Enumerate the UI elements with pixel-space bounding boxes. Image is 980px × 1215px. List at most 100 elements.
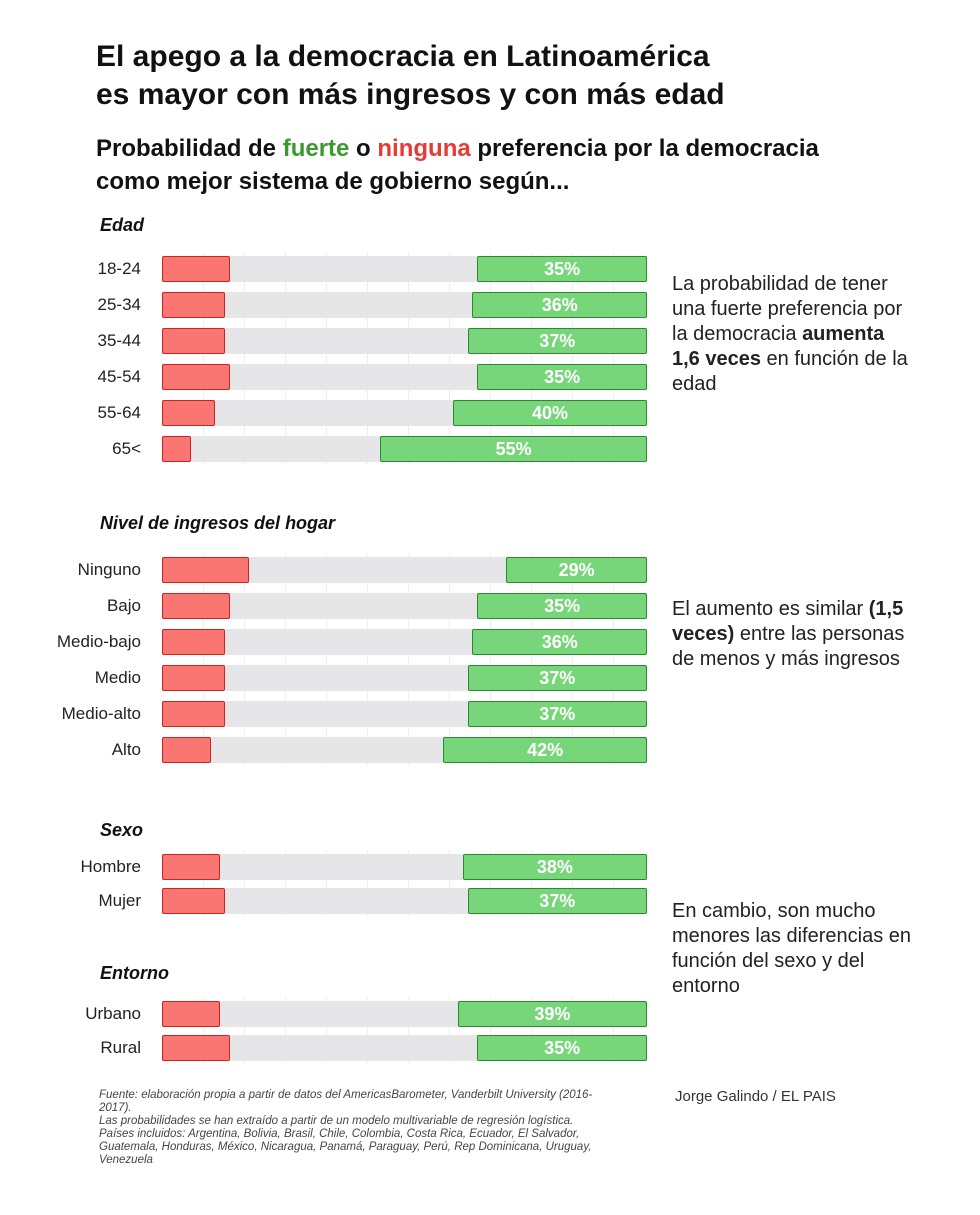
gridline	[531, 252, 532, 464]
category-label: Ninguno	[77, 560, 141, 579]
countries-line: Países incluidos: Argentina, Bolivia, Br…	[99, 1128, 592, 1166]
gridline	[572, 850, 573, 916]
gridline	[572, 553, 573, 765]
gridline	[244, 553, 245, 765]
bar-track: 55%	[162, 436, 647, 462]
category-label: Bajo	[106, 596, 141, 615]
method-line: Las probabilidades se han extraído a par…	[99, 1115, 574, 1127]
bar-track: 35%	[162, 256, 647, 282]
gridline	[367, 252, 368, 464]
bar-strong: 37%	[467, 888, 647, 914]
bar-track: 37%	[162, 328, 647, 354]
bar-track: 38%	[162, 854, 647, 880]
bar-track: 37%	[162, 888, 647, 914]
gridline	[244, 997, 245, 1063]
gridline	[531, 553, 532, 765]
bar-track: 40%	[162, 400, 647, 426]
credit: Jorge Galindo / EL PAIS	[675, 1088, 836, 1105]
bar-strong: 40%	[453, 400, 647, 426]
bar-none	[162, 557, 250, 583]
gridline	[408, 252, 409, 464]
gridline	[244, 252, 245, 464]
gridline	[326, 850, 327, 916]
category-label: Rural	[100, 1038, 141, 1057]
gridline	[285, 850, 286, 916]
gridline	[203, 252, 204, 464]
category-label: Medio-bajo	[56, 632, 141, 651]
gridline	[367, 553, 368, 765]
chart-title: El apego a la democracia en Latinoaméric…	[96, 38, 725, 114]
bar-none	[162, 328, 226, 354]
bar-track: 37%	[162, 701, 647, 727]
gridline	[285, 252, 286, 464]
gridline	[408, 850, 409, 916]
bar-none	[162, 364, 230, 390]
subtitle-text: preferencia por la democracia	[470, 135, 819, 162]
bar-none	[162, 854, 221, 880]
bar-none	[162, 593, 230, 619]
gridline	[203, 997, 204, 1063]
bar-none	[162, 256, 230, 282]
bar-none	[162, 737, 211, 763]
gridline	[449, 553, 450, 765]
gridline	[613, 252, 614, 464]
bar-track: 42%	[162, 737, 647, 763]
bar-strong: 37%	[467, 701, 647, 727]
bar-strong: 29%	[506, 557, 647, 583]
bar-track: 35%	[162, 1035, 647, 1061]
bar-none	[162, 629, 226, 655]
bar-strong: 36%	[472, 292, 647, 318]
gridline	[490, 252, 491, 464]
chart-subtitle: Probabilidad de fuerte o ninguna prefere…	[96, 132, 819, 198]
bar-none	[162, 701, 226, 727]
bar-strong: 35%	[477, 256, 647, 282]
category-label: Medio-alto	[61, 704, 141, 723]
section-title: Entorno	[100, 963, 169, 983]
bar-none	[162, 1035, 230, 1061]
category-label: Medio	[94, 668, 141, 687]
source-line: Fuente: elaboración propia a partir de d…	[99, 1089, 593, 1114]
bar-track: 29%	[162, 557, 647, 583]
category-label: 35-44	[97, 331, 141, 350]
category-label: Urbano	[85, 1004, 141, 1023]
bar-track: 35%	[162, 364, 647, 390]
category-label: 45-54	[97, 367, 141, 386]
annotation-age: La probabilidad de tener una fuerte pref…	[672, 273, 908, 395]
gridline	[613, 850, 614, 916]
bar-none	[162, 292, 226, 318]
bar-track: 35%	[162, 593, 647, 619]
category-label: Mujer	[98, 891, 141, 910]
bar-strong: 39%	[457, 1001, 647, 1027]
bar-none	[162, 1001, 221, 1027]
bar-strong: 35%	[477, 364, 647, 390]
bar-none	[162, 436, 192, 462]
gridline	[408, 997, 409, 1063]
gridline	[531, 850, 532, 916]
section-title: Nivel de ingresos del hogar	[100, 513, 336, 533]
bar-none	[162, 400, 216, 426]
gridline	[285, 553, 286, 765]
bar-strong: 35%	[477, 1035, 647, 1061]
gridline	[408, 553, 409, 765]
gridline	[449, 850, 450, 916]
gridline	[367, 850, 368, 916]
legend-none: ninguna	[377, 135, 471, 162]
bar-strong: 38%	[462, 854, 647, 880]
bar-strong: 42%	[443, 737, 647, 763]
gridline	[613, 997, 614, 1063]
category-label: 25-34	[97, 295, 141, 314]
category-label: 55-64	[97, 403, 141, 422]
category-label: 65<	[112, 439, 141, 458]
gridline	[490, 850, 491, 916]
annotation-sex-environment: En cambio, son mucho menores las diferen…	[672, 900, 912, 997]
gridline	[326, 997, 327, 1063]
subtitle-text: Probabilidad de	[96, 135, 283, 162]
gridline	[572, 997, 573, 1063]
gridline	[531, 997, 532, 1063]
gridline	[613, 553, 614, 765]
gridline	[490, 997, 491, 1063]
category-label: Alto	[111, 740, 141, 759]
bar-strong: 35%	[477, 593, 647, 619]
bar-strong: 37%	[467, 665, 647, 691]
title-line-2: es mayor con más ingresos y con más edad	[96, 78, 725, 111]
